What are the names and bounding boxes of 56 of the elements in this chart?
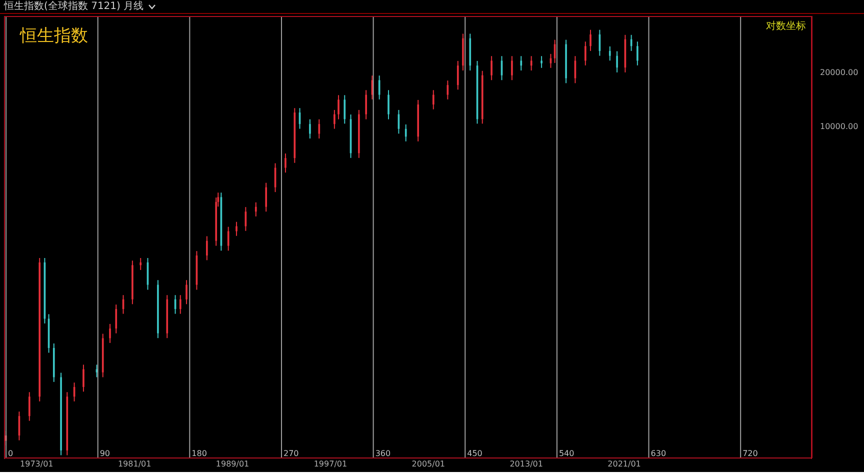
candlestick <box>284 153 286 174</box>
candlestick <box>96 364 98 378</box>
candlestick <box>206 236 208 261</box>
x-tick-label: 1997/01 <box>314 460 348 469</box>
candlestick <box>432 90 434 110</box>
candlestick <box>511 56 513 81</box>
ref-line-label: 450 <box>467 449 482 458</box>
candlestick <box>636 41 638 66</box>
candlestick <box>254 202 257 217</box>
text: 恒生指数 <box>20 25 88 47</box>
candlestick <box>140 258 142 270</box>
ref-line-label: 540 <box>558 449 574 458</box>
ref-line-label: 90 <box>100 449 110 458</box>
ref-line-label: 720 <box>742 449 758 458</box>
x-tick-label: 2021/01 <box>608 460 641 469</box>
chart-subtitle: 恒生指数(全球指数 7121) 月线 <box>4 0 144 12</box>
candlestick <box>540 56 542 68</box>
candlestick <box>338 94 340 120</box>
x-tick-label: 2005/01 <box>412 460 446 469</box>
ref-line-label: 270 <box>283 449 299 458</box>
x-tick-label: 1973/01 <box>20 460 54 469</box>
candlestick <box>584 41 586 66</box>
candlestick <box>179 294 182 314</box>
candlestick <box>109 323 111 344</box>
candlestick <box>344 94 346 124</box>
candlestick <box>82 364 84 392</box>
ref-line-label: 630 <box>650 449 666 458</box>
candlestick <box>309 118 311 140</box>
y-tick-label: 10000.00 <box>820 122 858 131</box>
y-tick-label: 20000.00 <box>820 68 858 78</box>
candlestick <box>227 226 230 252</box>
candlestick <box>530 56 532 71</box>
x-tick-label: 2013/01 <box>510 460 543 469</box>
candlestick <box>590 29 592 52</box>
candlestick <box>318 118 320 140</box>
candlestick <box>616 50 618 73</box>
candlestick <box>456 60 459 90</box>
x-tick-label: 1981/01 <box>118 460 152 469</box>
candlestick <box>608 46 611 62</box>
annotation: 对数坐标 <box>766 20 806 33</box>
candlestick <box>520 56 522 71</box>
candlestick <box>334 109 336 130</box>
candlestick <box>115 304 118 334</box>
candlestick <box>186 280 188 305</box>
ref-line-label: 180 <box>192 449 207 458</box>
candlestick <box>490 56 492 81</box>
candlestick <box>365 90 367 120</box>
candlestick <box>236 221 238 236</box>
ref-line-label: 0 <box>8 449 14 458</box>
candlestick <box>265 182 268 212</box>
x-tick-label: 1989/01 <box>216 460 250 469</box>
candlestick <box>388 90 390 120</box>
candlestick <box>404 124 407 142</box>
candlestick <box>378 75 380 100</box>
ref-line-label: 360 <box>375 449 391 458</box>
candlestick <box>28 392 30 422</box>
